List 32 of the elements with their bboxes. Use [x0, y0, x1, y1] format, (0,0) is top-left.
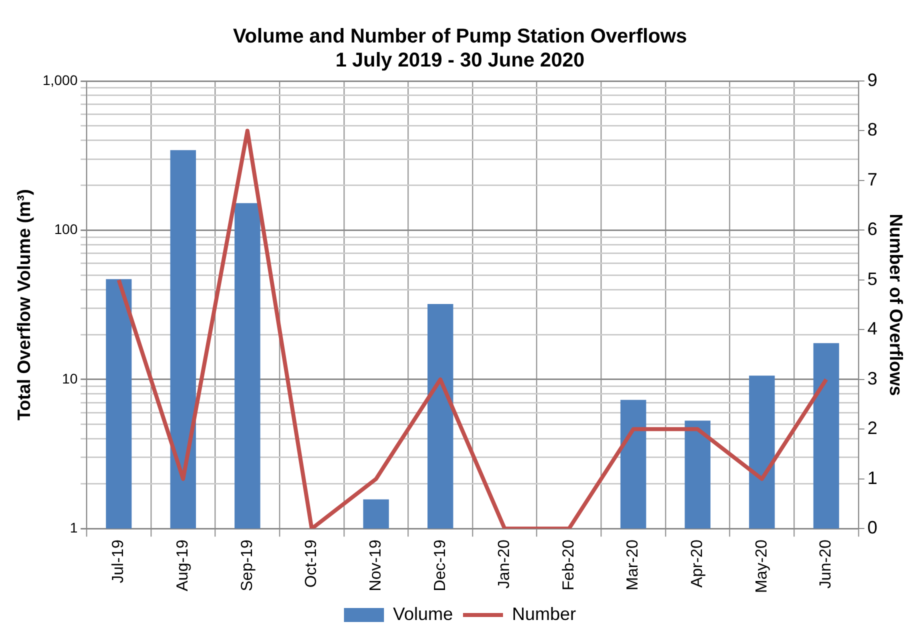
- y-tick-label: 10: [62, 370, 78, 386]
- x-tick-label: Sep-19: [238, 540, 256, 592]
- x-tick-label: Mar-20: [624, 540, 642, 590]
- x-tick-label: Oct-19: [303, 540, 320, 588]
- legend-label: Number: [512, 604, 576, 624]
- y2-tick-label: 2: [867, 418, 878, 438]
- x-tick-label: Dec-19: [432, 540, 449, 592]
- x-tick-label: Jan-20: [496, 540, 514, 589]
- chart-subtitle: 1 July 2019 - 30 June 2020: [335, 50, 585, 72]
- y2-tick-label: 7: [867, 169, 878, 190]
- x-tick-label: Jun-20: [818, 540, 835, 589]
- y2-tick-label: 9: [867, 70, 878, 90]
- y2-tick-label: 8: [867, 120, 878, 140]
- x-tick-label: May-20: [753, 540, 770, 594]
- x-tick-label: Jul-19: [110, 540, 128, 584]
- y2-tick-label: 3: [867, 368, 878, 388]
- y2-tick-label: 0: [867, 518, 878, 538]
- y2-tick-label: 5: [867, 268, 878, 289]
- y-tick-label: 100: [54, 221, 78, 238]
- x-tick-label: Aug-19: [174, 540, 192, 592]
- y2-tick-label: 6: [867, 219, 878, 240]
- y2-tick-label: 1: [867, 468, 878, 488]
- y2-axis-title: Number of Overflows: [886, 214, 906, 396]
- x-tick-label: Apr-20: [689, 540, 706, 588]
- y-axis-title: Total Overflow Volume (m³): [14, 189, 34, 421]
- y-tick-label: 1,000: [42, 72, 78, 88]
- x-tick-label: Nov-19: [367, 540, 384, 592]
- x-tick-label: Feb-20: [560, 540, 578, 590]
- y-tick-label: 1: [70, 520, 78, 536]
- legend-label: Volume: [392, 604, 454, 624]
- y2-tick-label: 4: [867, 318, 878, 339]
- chart-title: Volume and Number of Pump Station Overflows: [232, 26, 688, 48]
